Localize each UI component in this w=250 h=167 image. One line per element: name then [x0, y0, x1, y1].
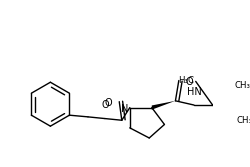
Text: O: O: [101, 100, 108, 110]
Text: O: O: [104, 98, 112, 108]
Text: N: N: [120, 104, 128, 114]
Text: O: O: [185, 77, 192, 87]
Polygon shape: [151, 101, 175, 110]
Text: CH₃: CH₃: [235, 116, 250, 125]
Text: H₃C: H₃C: [177, 76, 193, 85]
Text: HN: HN: [186, 87, 200, 97]
Text: CH₃: CH₃: [234, 81, 250, 90]
